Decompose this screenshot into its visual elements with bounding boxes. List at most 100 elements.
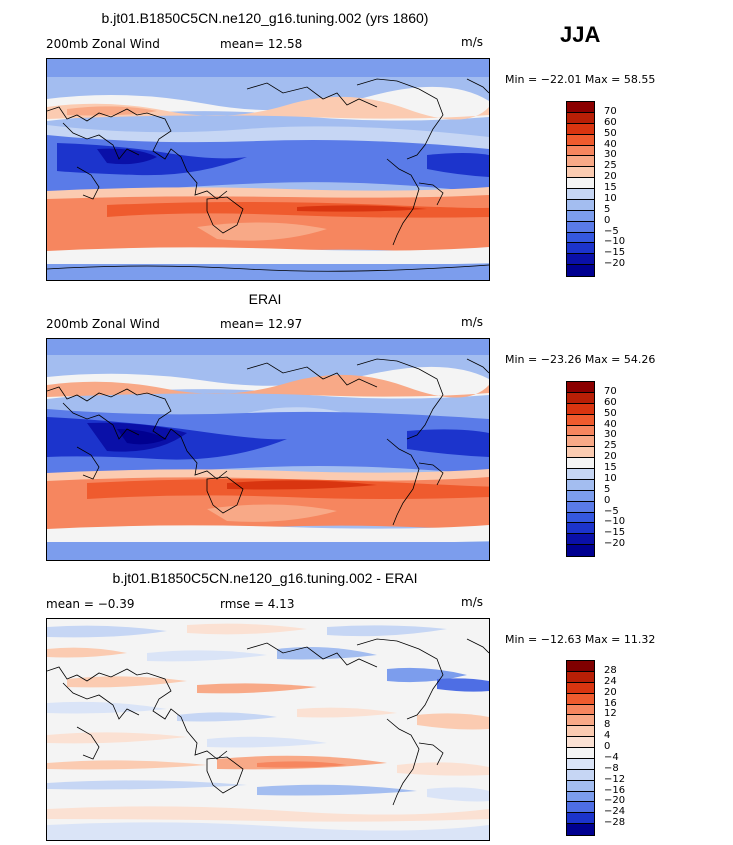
colorbar-swatch xyxy=(567,545,594,556)
panel-3-title: b.jt01.B1850C5CN.ne120_g16.tuning.002 - … xyxy=(112,570,418,586)
colorbar-swatch xyxy=(567,813,594,825)
colorbar-level-label: 16 xyxy=(604,697,617,709)
colorbar-level-label: 8 xyxy=(604,719,611,731)
panel-3-colorbar xyxy=(566,660,595,836)
colorbar-level-label: −15 xyxy=(604,527,626,539)
colorbar-level-label: −4 xyxy=(604,751,619,763)
panel-2-colorbar xyxy=(566,381,595,557)
colorbar-level-label: 10 xyxy=(604,192,617,204)
colorbar-swatch xyxy=(567,791,594,803)
colorbar-level-label: −12 xyxy=(604,773,626,785)
colorbar-level-label: −16 xyxy=(604,784,626,796)
panel-2-variable-label: 200mb Zonal Wind xyxy=(46,317,160,331)
colorbar-swatch xyxy=(567,490,594,502)
colorbar-level-label: −28 xyxy=(604,817,626,829)
colorbar-level-label: −20 xyxy=(604,538,626,550)
colorbar-level-label: 5 xyxy=(604,483,611,495)
colorbar-swatch xyxy=(567,458,594,469)
colorbar-swatch xyxy=(567,414,594,426)
colorbar-swatch xyxy=(567,802,594,814)
panel-2-colorbar-swatches xyxy=(567,382,594,556)
colorbar-level-label: 20 xyxy=(604,451,617,463)
panel-1-map-field xyxy=(47,59,489,280)
panel-3-rmse-label: rmse = 4.13 xyxy=(220,597,295,611)
panel-3-minmax: Min = −12.63 Max = 11.32 xyxy=(505,633,656,646)
colorbar-swatch xyxy=(567,534,594,546)
season-label: JJA xyxy=(560,22,601,47)
colorbar-level-label: 0 xyxy=(604,494,611,506)
panel-3-mean-label: mean = −0.39 xyxy=(46,597,135,611)
panel-1-minmax: Min = −22.01 Max = 58.55 xyxy=(505,73,656,86)
panel-1-map xyxy=(46,58,490,281)
colorbar-swatch xyxy=(567,403,594,415)
colorbar-level-label: 30 xyxy=(604,429,617,441)
colorbar-level-label: 50 xyxy=(604,407,617,419)
colorbar-swatch xyxy=(567,425,594,437)
colorbar-level-label: 15 xyxy=(604,182,617,193)
colorbar-level-label: −10 xyxy=(604,236,626,248)
colorbar-level-label: 70 xyxy=(604,385,617,397)
colorbar-level-label: −5 xyxy=(604,225,619,237)
colorbar-swatch xyxy=(567,780,594,792)
colorbar-level-label: 70 xyxy=(604,105,617,117)
panel-3-colorbar-labels: 28 24 20 16 12 8 4 0 −4 −8 −12 −16 −20 −24 −28 xyxy=(604,660,644,834)
colorbar-swatch xyxy=(567,102,594,113)
colorbar-swatch xyxy=(567,769,594,781)
colorbar-swatch xyxy=(567,682,594,694)
panel-1-colorbar xyxy=(566,101,595,277)
panel-2-title: ERAI xyxy=(248,291,282,307)
colorbar-swatch xyxy=(567,156,594,168)
colorbar-level-label: 25 xyxy=(604,440,617,452)
colorbar-swatch xyxy=(567,221,594,233)
panel-2-mean-label: mean= 12.97 xyxy=(220,317,303,331)
colorbar-swatch xyxy=(567,512,594,524)
panel-2-units: m/s xyxy=(461,315,483,329)
panel-3-colorbar-swatches xyxy=(567,661,594,835)
panel-1-units: m/s xyxy=(461,35,483,49)
colorbar-swatch xyxy=(567,661,594,672)
panel-3-map xyxy=(46,618,490,841)
colorbar-swatch xyxy=(567,436,594,448)
colorbar-level-label: −20 xyxy=(604,258,626,270)
colorbar-swatch xyxy=(567,123,594,135)
colorbar-swatch xyxy=(567,824,594,835)
colorbar-level-label: 50 xyxy=(604,127,617,139)
panel-1-variable-label: 200mb Zonal Wind xyxy=(46,37,160,51)
colorbar-swatch xyxy=(567,479,594,491)
colorbar-level-label: 0 xyxy=(604,214,611,226)
colorbar-swatch xyxy=(567,167,594,179)
colorbar-swatch xyxy=(567,265,594,276)
colorbar-level-label: 4 xyxy=(604,730,611,742)
colorbar-swatch xyxy=(567,178,594,189)
colorbar-swatch xyxy=(567,232,594,244)
colorbar-level-label: 40 xyxy=(604,418,617,430)
colorbar-swatch xyxy=(567,382,594,393)
colorbar-level-label: −20 xyxy=(604,795,626,807)
colorbar-swatch xyxy=(567,737,594,748)
colorbar-swatch xyxy=(567,447,594,459)
colorbar-swatch xyxy=(567,748,594,759)
colorbar-level-label: 60 xyxy=(604,116,617,128)
colorbar-level-label: 5 xyxy=(604,203,611,215)
colorbar-swatch xyxy=(567,758,594,770)
panel-1-colorbar-labels: 70 60 50 40 30 25 20 15 10 5 0 −5 −10 −15 −20 xyxy=(604,101,644,275)
colorbar-level-label: −24 xyxy=(604,806,626,818)
colorbar-level-label: −5 xyxy=(604,505,619,517)
colorbar-swatch xyxy=(567,210,594,222)
panel-2-map xyxy=(46,338,490,561)
colorbar-level-label: 25 xyxy=(604,160,617,172)
colorbar-level-label: 12 xyxy=(604,708,617,720)
colorbar-level-label: 40 xyxy=(604,138,617,150)
colorbar-swatch xyxy=(567,112,594,124)
colorbar-swatch xyxy=(567,726,594,738)
colorbar-level-label: −8 xyxy=(604,762,619,774)
colorbar-swatch xyxy=(567,254,594,266)
colorbar-level-label: 60 xyxy=(604,396,617,408)
colorbar-swatch xyxy=(567,715,594,727)
colorbar-swatch xyxy=(567,134,594,146)
colorbar-level-label: 28 xyxy=(604,664,617,676)
colorbar-level-label: −10 xyxy=(604,516,626,528)
panel-3-units: m/s xyxy=(461,595,483,609)
colorbar-level-label: 10 xyxy=(604,472,617,484)
colorbar-level-label: 24 xyxy=(604,675,617,687)
